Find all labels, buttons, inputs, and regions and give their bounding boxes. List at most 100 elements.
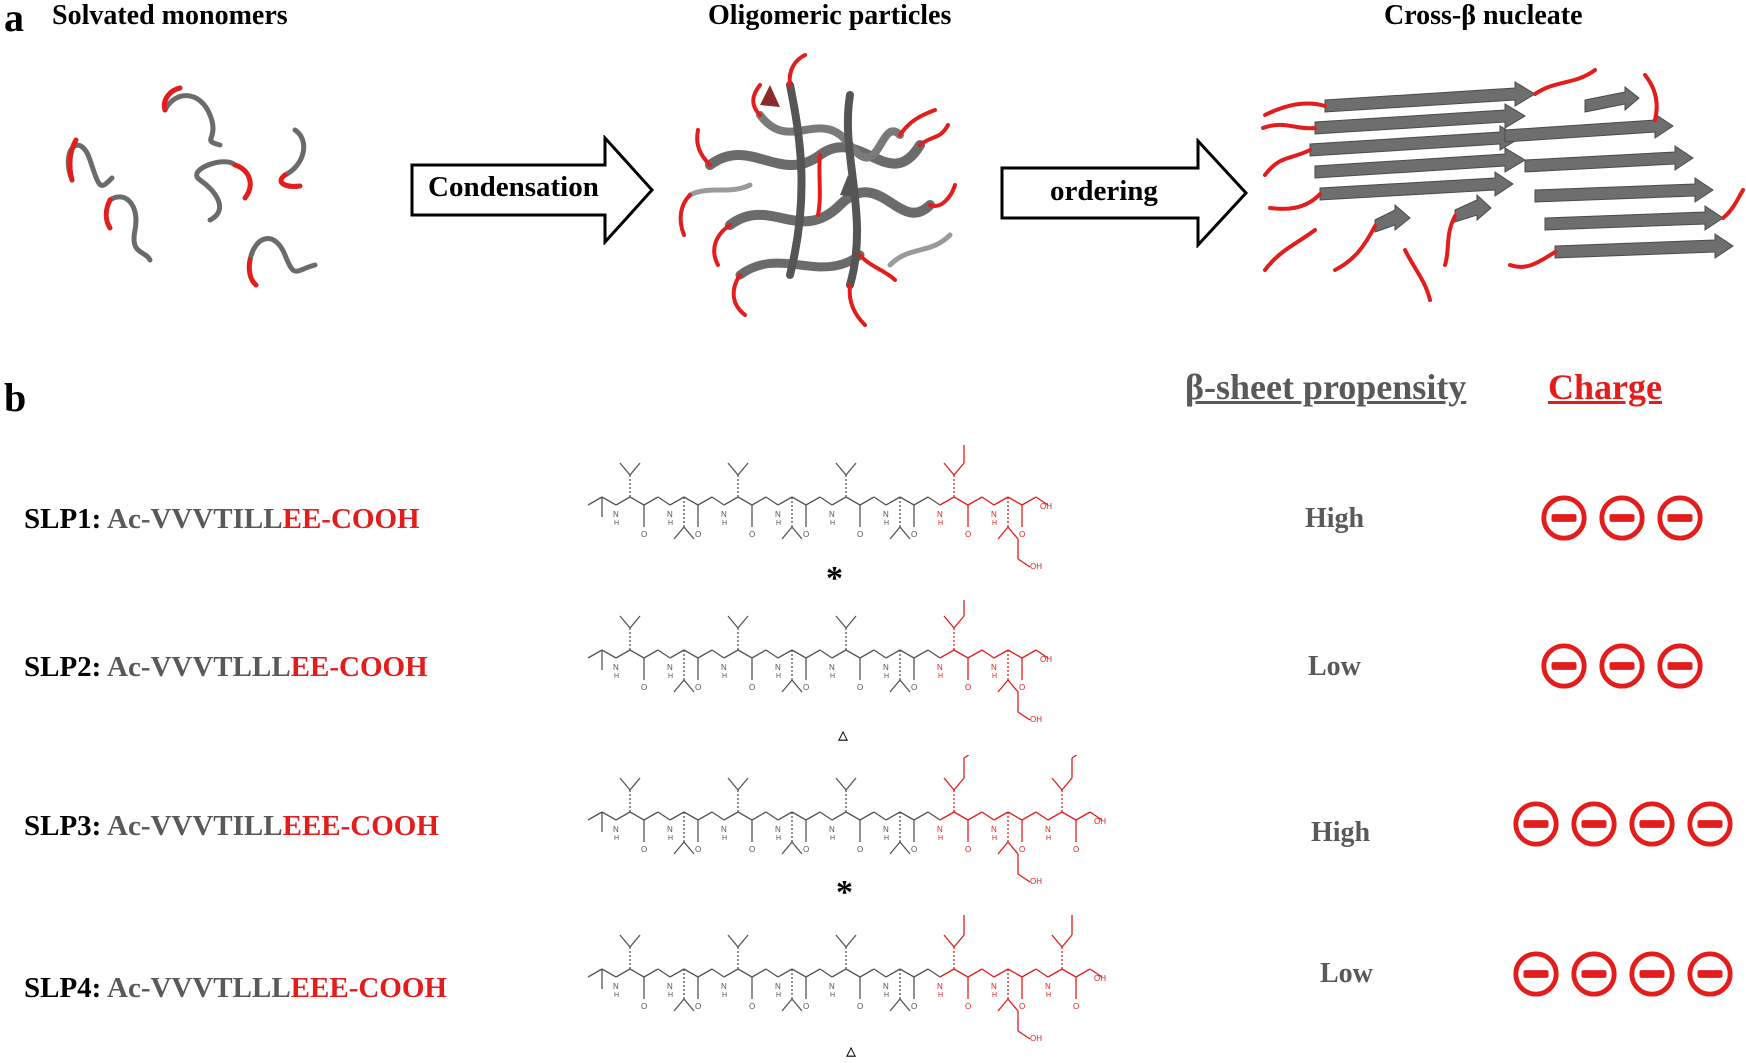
bond: [751, 496, 767, 506]
bond: [619, 462, 631, 476]
bond: [673, 526, 685, 540]
minus-circle-icon: [1571, 951, 1617, 997]
charge-header: Charge: [1548, 367, 1662, 407]
peptide-structure-slp1: NHONHONHONHONHONHONHOOHNHOOHOH: [587, 445, 1052, 571]
atom-label: N: [775, 510, 781, 519]
atom-label: O: [641, 845, 647, 854]
bond: [683, 649, 699, 659]
bond: [981, 811, 995, 821]
bond: [629, 649, 645, 659]
propensity-slp3: High: [1311, 817, 1371, 848]
atom-label: N: [613, 982, 619, 991]
atom-label: N: [829, 982, 835, 991]
minus-circle-icon: [1657, 643, 1703, 689]
bond: [889, 526, 901, 540]
bond: [819, 649, 833, 659]
bond: [619, 615, 631, 629]
monomer-strand-icon: [194, 159, 253, 223]
monomer-strand-icon: [161, 85, 223, 148]
monomer-strand-icon: [246, 236, 318, 288]
bond: [899, 679, 911, 693]
bond: [777, 496, 793, 506]
bond: [845, 777, 857, 791]
atom-label: N: [1045, 982, 1051, 991]
atom-label: H: [668, 673, 673, 680]
bond: [899, 998, 911, 1012]
atom-label: H: [830, 520, 835, 527]
bond: [1035, 649, 1049, 659]
panel-b-letter: b: [4, 375, 27, 420]
bond: [791, 649, 807, 659]
bond: [629, 496, 645, 506]
minus-circle-icon: [1687, 801, 1733, 847]
bond: [737, 496, 753, 506]
condensation-arrow: Condensation: [410, 135, 655, 245]
bond: [899, 649, 915, 659]
atom-label: O: [749, 683, 755, 692]
sequence-charged: EEE-COOH: [282, 810, 439, 842]
bond: [939, 649, 955, 659]
atom-label: O: [1019, 530, 1025, 539]
bond: [1051, 934, 1063, 948]
bond: [657, 811, 671, 821]
bond: [777, 649, 793, 659]
atom-label: O: [1019, 845, 1025, 854]
bond: [781, 841, 793, 855]
bond: [993, 649, 1009, 659]
bond: [845, 811, 861, 821]
atom-label: O: [857, 1002, 863, 1011]
minus-circle-icon: [1599, 643, 1645, 689]
bond: [953, 968, 969, 978]
bond: [1007, 679, 1019, 693]
bond: [683, 679, 695, 693]
bond: [927, 968, 941, 978]
bond: [673, 841, 685, 855]
atom-label: H: [614, 673, 619, 680]
condensation-label: Condensation: [428, 171, 599, 203]
oligomeric-particles-illustration: [678, 53, 957, 327]
bond: [673, 679, 685, 693]
bond: [967, 811, 983, 821]
atom-label: OH: [1030, 715, 1042, 724]
bond: [697, 811, 713, 821]
atom-label: N: [883, 825, 889, 834]
bond: [727, 615, 739, 629]
atom-label: O: [749, 530, 755, 539]
bond: [993, 496, 1009, 506]
bond: [943, 462, 955, 476]
bond: [953, 496, 969, 506]
atom-label: O: [1073, 845, 1079, 854]
atom-label: H: [830, 992, 835, 999]
ordering-arrow: ordering: [1000, 138, 1250, 248]
bond: [953, 649, 969, 659]
bond: [601, 649, 617, 659]
minus-circle-icon: [1629, 801, 1675, 847]
atom-label: H: [830, 835, 835, 842]
peptide-structure-slp2: NHONHONHONHONHONHONHOOHNHOOHOH: [587, 600, 1052, 724]
bond: [727, 462, 739, 476]
bond: [831, 811, 847, 821]
bond: [927, 649, 941, 659]
bond: [885, 649, 901, 659]
bond: [697, 968, 713, 978]
bond: [1047, 968, 1063, 978]
bond: [1035, 968, 1049, 978]
sequence-hydrophobic: Ac-VVVTLLL: [107, 972, 291, 1004]
bond: [1071, 755, 1078, 759]
atom-label: O: [1073, 1002, 1079, 1011]
atom-label: O: [965, 530, 971, 539]
bond: [1017, 711, 1031, 721]
bond: [601, 496, 617, 506]
bond: [791, 679, 803, 693]
peptide-structure-slp3: NHONHONHONHONHONHONHOOHNHOOHNHOOHOH: [587, 755, 1106, 886]
atom-label: O: [911, 845, 917, 854]
bond: [751, 811, 767, 821]
arrow-right-icon: [410, 135, 655, 245]
atom-label: O: [1019, 1002, 1025, 1011]
bond: [587, 649, 603, 659]
atom-label: O: [911, 1002, 917, 1011]
atom-label: H: [776, 673, 781, 680]
atom-label: H: [668, 835, 673, 842]
bond: [845, 968, 861, 978]
bond: [737, 934, 749, 948]
